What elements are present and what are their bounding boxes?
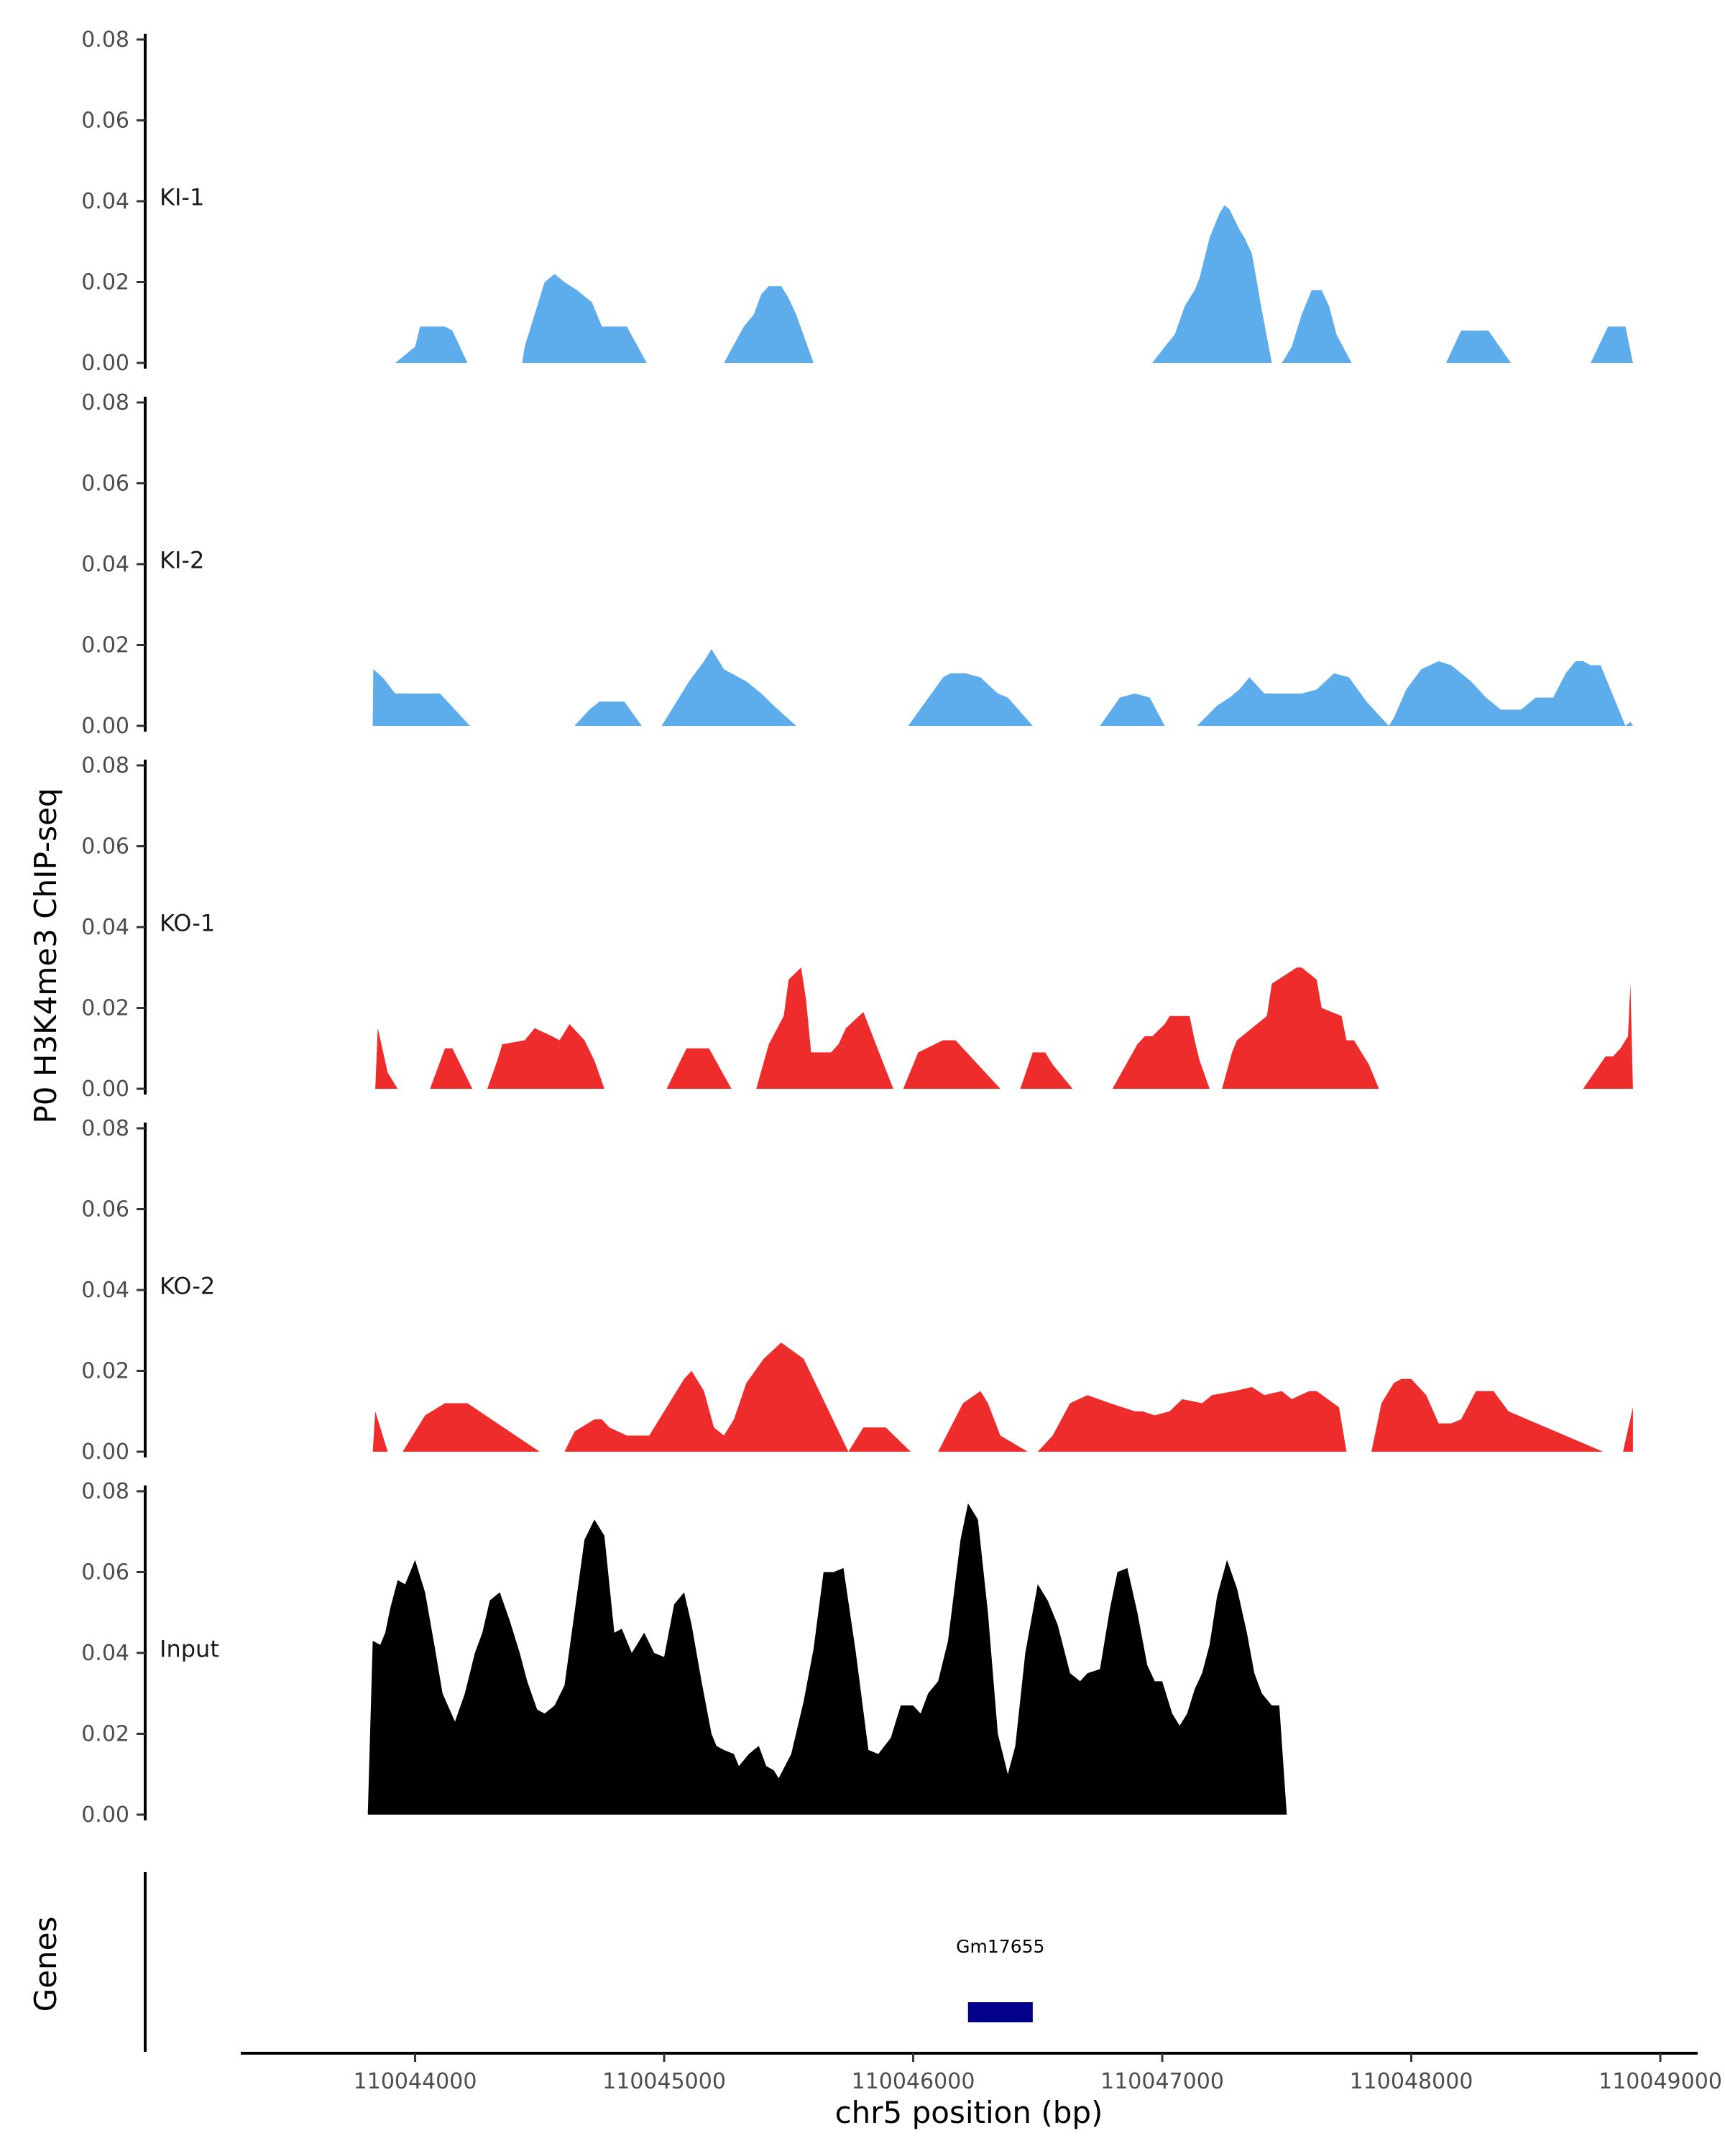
track-label: KO-2 (160, 1273, 215, 1300)
y-tick-label: 0.06 (81, 1560, 129, 1585)
x-tick-label: 110046000 (852, 2069, 975, 2094)
y-tick-label: 0.04 (81, 915, 129, 940)
track-label: KI-2 (160, 547, 204, 574)
y-tick-label: 0.00 (81, 1439, 129, 1465)
y-tick-label: 0.06 (81, 109, 129, 134)
x-tick-label: 110048000 (1350, 2069, 1473, 2094)
y-tick-label: 0.06 (81, 471, 129, 497)
y-tick-label: 0.00 (81, 1802, 129, 1828)
coverage-area-input (367, 1503, 1621, 1815)
coverage-area-ki-1 (395, 205, 1633, 363)
track-ko-2: 0.00 0.02 0.04 0.06 0.08 KO-2 (81, 1116, 1633, 1465)
y-tick-label: 0.08 (81, 27, 129, 52)
y-tick-label: 0.00 (81, 714, 129, 739)
gene-track: Genes Gm17655 (28, 1872, 1044, 2052)
coverage-area-ko-1 (375, 967, 1633, 1089)
x-tick-label: 110045000 (602, 2069, 726, 2094)
track-label: KO-1 (160, 910, 215, 937)
y-tick-label: 0.04 (81, 189, 129, 214)
y-tick-label: 0.08 (81, 1116, 129, 1141)
gene-models: Gm17655 (956, 1936, 1044, 2022)
x-axis-title: chr5 position (bp) (835, 2095, 1103, 2130)
y-tick-label: 0.02 (81, 1722, 129, 1747)
y-tick-label: 0.06 (81, 1197, 129, 1222)
y-tick-label: 0.02 (81, 1359, 129, 1384)
coverage-area-ki-2 (372, 649, 1633, 726)
coverage-tracks: 0.00 0.02 0.04 0.06 0.08 KI-1 0.00 0.02 0.04 0.06… (81, 27, 1633, 1828)
y-tick-label: 0.04 (81, 1641, 129, 1666)
y-tick-label: 0.02 (81, 270, 129, 295)
x-axis-ticks: 110044000 110045000 110046000 110047000 1100… (354, 2053, 1722, 2094)
coverage-area-ko-2 (372, 1342, 1633, 1452)
x-axis: 110044000 110045000 110046000 110047000 1100… (241, 2052, 1722, 2130)
track-ki-1: 0.00 0.02 0.04 0.06 0.08 KI-1 (81, 27, 1633, 376)
y-tick-label: 0.00 (81, 351, 129, 376)
y-tick-label: 0.08 (81, 1479, 129, 1504)
y-tick-label: 0.00 (81, 1077, 129, 1102)
track-ki-2: 0.00 0.02 0.04 0.06 0.08 KI-2 (81, 390, 1633, 739)
y-tick-label: 0.02 (81, 633, 129, 658)
y-tick-label: 0.06 (81, 834, 129, 860)
track-label: KI-1 (160, 184, 204, 211)
gene-label: Gm17655 (956, 1936, 1044, 1957)
y-axis-title: P0 H3K4me3 ChIP-seq (28, 788, 63, 1123)
y-tick-label: 0.02 (81, 996, 129, 1021)
x-tick-label: 110044000 (354, 2069, 477, 2094)
track-ko-1: 0.00 0.02 0.04 0.06 0.08 KO-1 (81, 753, 1633, 1102)
y-tick-label: 0.08 (81, 390, 129, 415)
x-tick-label: 110047000 (1100, 2069, 1224, 2094)
gene-body (967, 2002, 1033, 2022)
y-tick-label: 0.08 (81, 753, 129, 778)
y-tick-label: 0.04 (81, 1278, 129, 1303)
track-input: 0.00 0.02 0.04 0.06 0.08 Input (81, 1479, 1621, 1828)
y-tick-label: 0.04 (81, 552, 129, 577)
track-label: Input (160, 1636, 219, 1663)
gene-track-title: Genes (28, 1917, 63, 2012)
x-tick-label: 110049000 (1598, 2069, 1722, 2094)
